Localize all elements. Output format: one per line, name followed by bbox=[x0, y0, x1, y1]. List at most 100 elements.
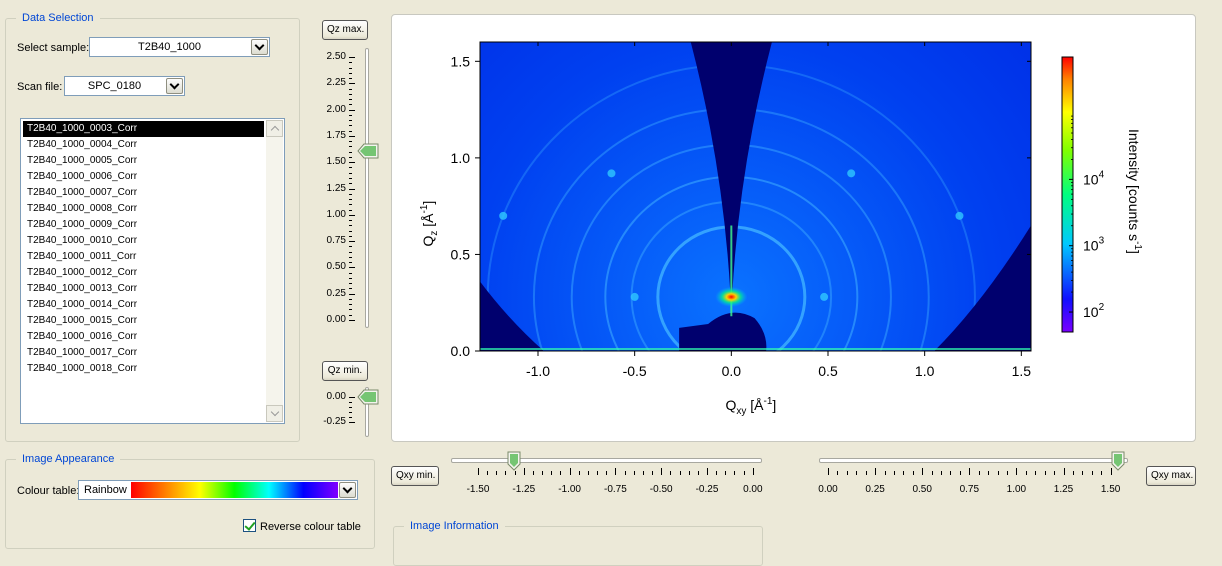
list-item[interactable]: T2B40_1000_0004_Corr bbox=[27, 139, 138, 150]
qxy-max-minor-tick bbox=[997, 471, 999, 475]
qz-max-tick-label: 0.75 bbox=[326, 235, 346, 247]
x-axis-label-exp: -1 bbox=[764, 396, 773, 407]
list-item[interactable]: T2B40_1000_0005_Corr bbox=[27, 155, 138, 166]
list-item[interactable]: T2B40_1000_0012_Corr bbox=[27, 267, 138, 278]
scroll-down-button[interactable] bbox=[266, 405, 283, 422]
qz-max-minor-tick bbox=[349, 156, 352, 158]
qz-max-tick-mark bbox=[349, 135, 355, 137]
list-item[interactable]: T2B40_1000_0007_Corr bbox=[27, 187, 138, 198]
qxy-max-tick-mark bbox=[1110, 468, 1112, 475]
qz-min-tick-label: -0.25 bbox=[323, 416, 346, 427]
qz-max-minor-tick bbox=[349, 125, 352, 127]
qxy-max-tick-label: 1.50 bbox=[1100, 484, 1121, 495]
qz-max-minor-tick bbox=[349, 256, 352, 258]
list-item[interactable]: T2B40_1000_0009_Corr bbox=[27, 219, 138, 230]
y-axis-label-unit: [Å bbox=[420, 213, 436, 231]
list-item[interactable]: T2B40_1000_0013_Corr bbox=[27, 283, 138, 294]
qxy-min-slider-track[interactable] bbox=[451, 458, 762, 463]
chevron-down-icon[interactable] bbox=[339, 482, 356, 498]
qz-min-tick-label: 0.00 bbox=[326, 391, 346, 402]
qz-min-button[interactable]: Qz min. bbox=[322, 361, 368, 381]
qz-max-minor-tick bbox=[349, 78, 352, 80]
scan-file-combo[interactable]: SPC_0180 bbox=[64, 76, 185, 96]
qxy-max-slider-track[interactable] bbox=[819, 458, 1128, 463]
qz-max-slider-thumb[interactable] bbox=[357, 143, 379, 159]
qxy-max-minor-tick bbox=[1025, 471, 1027, 475]
qxy-min-tick-label: -1.00 bbox=[558, 484, 581, 495]
chevron-down-icon[interactable] bbox=[251, 39, 268, 55]
colour-table-combo[interactable]: Rainbow bbox=[78, 480, 358, 500]
qz-min-tick-mark bbox=[349, 422, 355, 423]
list-item[interactable]: T2B40_1000_0008_Corr bbox=[27, 203, 138, 214]
file-listbox[interactable]: T2B40_1000_0003_Corr T2B40_1000_0004_Corr… bbox=[20, 118, 285, 424]
qz-max-minor-tick bbox=[349, 230, 352, 232]
qz-min-slider-thumb[interactable] bbox=[357, 389, 379, 405]
select-sample-label: Select sample: bbox=[17, 42, 90, 54]
qz-min-slider-track[interactable] bbox=[365, 387, 369, 437]
qxy-min-minor-tick bbox=[551, 471, 553, 475]
qxy-min-minor-tick bbox=[734, 471, 736, 475]
list-item[interactable]: T2B40_1000_0010_Corr bbox=[27, 235, 138, 246]
bragg-spot bbox=[820, 292, 829, 301]
reverse-colour-table-checkbox[interactable] bbox=[243, 519, 256, 532]
colorbar bbox=[1061, 56, 1074, 333]
list-item[interactable]: T2B40_1000_0018_Corr bbox=[27, 363, 138, 374]
qxy-min-minor-tick bbox=[743, 471, 745, 475]
qxy-max-tick-mark bbox=[1016, 468, 1018, 475]
qxy-min-minor-tick bbox=[725, 471, 727, 475]
list-item[interactable]: T2B40_1000_0006_Corr bbox=[27, 171, 138, 182]
qz-max-slider-track[interactable] bbox=[365, 48, 369, 328]
qxy-min-tick-label: -0.25 bbox=[695, 484, 719, 495]
qxy-max-minor-tick bbox=[941, 471, 943, 475]
list-item[interactable]: T2B40_1000_0015_Corr bbox=[27, 315, 138, 326]
qxy-min-button[interactable]: Qxy min. bbox=[391, 466, 439, 486]
qxy-max-minor-tick bbox=[1054, 471, 1056, 475]
chevron-down-icon[interactable] bbox=[166, 78, 183, 94]
plot-frame bbox=[479, 41, 1032, 352]
qxy-min-tick-label: -0.75 bbox=[603, 484, 627, 495]
file-list-scrollbar[interactable] bbox=[266, 120, 283, 422]
list-item[interactable]: T2B40_1000_0017_Corr bbox=[27, 347, 138, 358]
data-selection-title: Data Selection bbox=[16, 11, 100, 25]
qxy-max-minor-tick bbox=[978, 471, 980, 475]
qxy-min-minor-tick bbox=[597, 471, 599, 475]
qxy-max-slider-thumb[interactable] bbox=[1111, 451, 1125, 471]
colour-table-value: Rainbow bbox=[84, 484, 127, 496]
x-axis-label-main: Q bbox=[726, 397, 737, 413]
list-item[interactable]: T2B40_1000_0003_Corr bbox=[23, 121, 264, 137]
colorbar-tick-base: 10 bbox=[1083, 238, 1099, 254]
qz-max-minor-tick bbox=[349, 72, 352, 74]
qxy-max-minor-tick bbox=[1091, 471, 1093, 475]
qxy-min-slider-thumb[interactable] bbox=[507, 451, 521, 471]
y-axis-label-sub: z bbox=[429, 231, 440, 236]
list-item[interactable]: T2B40_1000_0011_Corr bbox=[27, 251, 137, 262]
qxy-max-tick-label: 0.50 bbox=[912, 484, 932, 495]
image-information-group: Image Information bbox=[393, 519, 763, 566]
qz-max-tick-label: 1.00 bbox=[326, 208, 346, 220]
qz-max-minor-tick bbox=[349, 93, 352, 95]
colorbar-tick-base: 10 bbox=[1083, 304, 1099, 320]
qxy-min-minor-tick bbox=[624, 471, 626, 475]
qz-max-minor-tick bbox=[349, 120, 352, 122]
qz-max-minor-tick bbox=[349, 99, 352, 101]
qxy-max-minor-tick bbox=[903, 471, 905, 475]
scroll-up-button[interactable] bbox=[266, 120, 283, 137]
select-sample-combo[interactable]: T2B40_1000 bbox=[89, 37, 270, 57]
qz-max-minor-tick bbox=[349, 67, 352, 69]
qz-max-tick-mark bbox=[349, 83, 355, 85]
qxy-max-minor-tick bbox=[988, 471, 990, 475]
colorbar-tick-exp: 2 bbox=[1099, 302, 1105, 313]
qz-max-button[interactable]: Qz max. bbox=[322, 20, 368, 40]
qz-max-tick-mark bbox=[349, 293, 355, 295]
qxy-min-tick-mark bbox=[523, 468, 525, 475]
list-item[interactable]: T2B40_1000_0016_Corr bbox=[27, 331, 138, 342]
y-tick-label: 1.5 bbox=[451, 53, 471, 69]
detector-shadow-left bbox=[480, 281, 544, 351]
qz-max-minor-tick bbox=[349, 172, 352, 174]
qz-max-minor-tick bbox=[349, 288, 352, 290]
bragg-spot bbox=[955, 211, 964, 220]
qxy-min-tick-mark bbox=[478, 468, 479, 475]
list-item[interactable]: T2B40_1000_0014_Corr bbox=[27, 299, 138, 310]
qxy-max-button[interactable]: Qxy max. bbox=[1146, 466, 1196, 486]
